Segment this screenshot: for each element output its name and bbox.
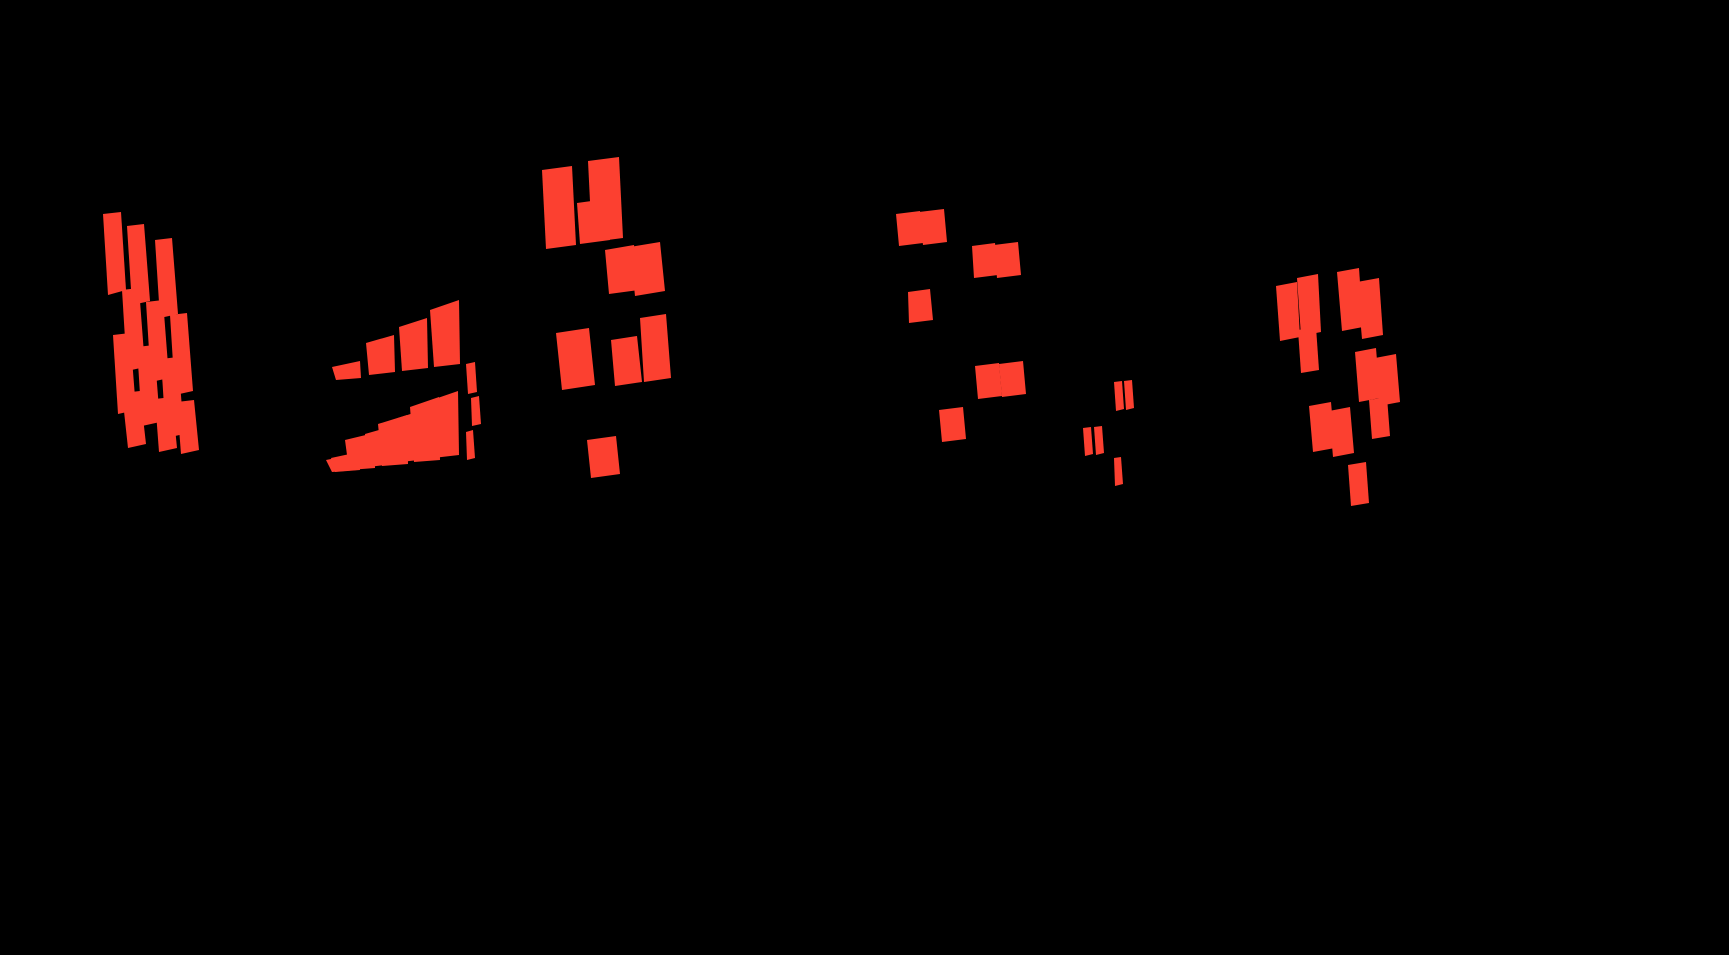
mark-shape (1337, 268, 1363, 331)
mark-shape (345, 433, 375, 470)
mark-shape (103, 212, 126, 295)
mark-shape (366, 335, 395, 375)
mark-shape (430, 300, 460, 367)
mark-shape (1375, 354, 1400, 406)
mark-shape (1114, 457, 1123, 486)
mark-shape (471, 396, 481, 426)
mark-shape (994, 242, 1021, 278)
mark-shape (611, 336, 642, 386)
blocks-center (542, 157, 671, 478)
mark-shape (137, 345, 160, 426)
mark-shape (999, 361, 1026, 397)
mark-shape (1297, 274, 1321, 336)
mark-shape (378, 415, 408, 466)
signal-bars-center-left (326, 300, 481, 472)
mark-shape (588, 157, 623, 242)
mark-shape (556, 328, 595, 390)
mark-shape (1309, 402, 1335, 452)
mark-shape (332, 361, 361, 380)
mark-shape (640, 314, 671, 382)
mark-shape (542, 166, 576, 249)
mark-shape (177, 400, 199, 454)
mark-shape (972, 243, 998, 278)
tally-marks-left (103, 212, 199, 454)
mark-shape (155, 397, 177, 452)
mark-shape (1329, 407, 1354, 457)
mark-shape (939, 407, 966, 442)
mark-shape (410, 397, 440, 462)
mark-shape (1348, 462, 1369, 506)
mark-shape (122, 391, 146, 448)
mark-shape (127, 224, 150, 305)
mark-shape (919, 209, 947, 245)
mark-shape (1124, 380, 1134, 410)
mark-shape (466, 362, 477, 394)
mark-shape (908, 289, 933, 323)
thin-strokes-center-right (1083, 380, 1134, 486)
clusters-layer (103, 157, 1400, 506)
mark-shape (1369, 397, 1390, 439)
mark-shape (466, 430, 475, 460)
mark-shape (605, 245, 639, 294)
tally-marks-right (1276, 268, 1400, 506)
mark-shape (1276, 282, 1300, 341)
mark-shape (975, 363, 1002, 399)
mark-shape (1357, 278, 1383, 339)
scattered-blocks-right-center (896, 209, 1026, 442)
mark-shape (587, 436, 620, 478)
mark-shape (1083, 427, 1093, 456)
mark-shape (1094, 426, 1104, 455)
mark-shape (1114, 381, 1124, 411)
mark-shape (1298, 327, 1319, 373)
mark-shape (896, 211, 923, 246)
mark-shape (155, 238, 178, 318)
mark-shape (630, 242, 665, 296)
mark-shape (399, 318, 428, 371)
mark-shape (1355, 348, 1380, 402)
